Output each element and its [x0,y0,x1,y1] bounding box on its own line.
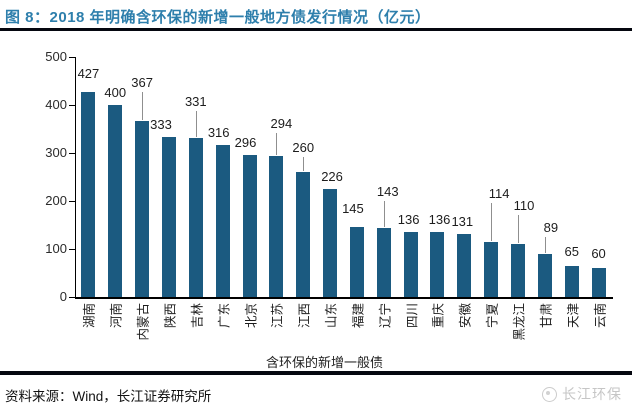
bar [537,254,552,297]
y-axis-tick [69,153,75,154]
bar [215,145,230,297]
x-axis-label: 云南 [593,303,608,329]
bar-value-label: 143 [376,184,399,200]
y-axis-tick [69,201,75,202]
x-axis-label: 北京 [244,303,259,329]
y-axis-tick-label: 100 [45,241,67,256]
x-axis-label: 山东 [324,303,339,329]
bar [161,137,176,297]
leader-line [303,157,305,172]
bar-value-label: 89 [543,220,559,236]
chart-legend: 含环保的新增一般债 [0,352,632,371]
leader-line [383,201,385,228]
bar-value-label: 110 [513,198,535,214]
bar [564,265,579,297]
watermark: 长江环保 [542,384,622,404]
bar-value-label: 136 [428,211,451,227]
bar [349,227,364,297]
bar-value-label: 296 [234,134,257,150]
title-divider [0,28,632,31]
x-axis-label: 陕西 [163,303,178,329]
legend-swatch [249,356,260,367]
leader-line [491,203,493,242]
bar-value-label: 114 [488,186,510,202]
x-axis-label: 甘肃 [539,303,554,329]
bar [484,242,499,297]
leader-line [518,215,520,244]
bar-value-label: 145 [342,201,364,217]
x-axis-label: 河南 [109,303,124,329]
bar-value-label: 400 [104,85,127,100]
bar [376,228,391,297]
y-axis-tick [69,105,75,106]
x-axis-label: 广东 [217,303,232,329]
bar [135,120,150,297]
x-axis-label: 辽宁 [378,303,393,329]
bar-value-label: 294 [270,115,293,131]
bar-chart: 含环保的新增一般债 0 100 200 300 400 500 427 湖南 400 河南 367 内… [0,30,632,375]
bar-value-label: 331 [184,94,207,110]
x-axis-label: 宁夏 [485,303,500,329]
bar-value-label: 226 [321,168,343,184]
x-axis-label: 湖南 [82,303,97,329]
x-axis-label: 黑龙江 [512,303,527,341]
source-note: 资料来源：Wind，长江证券研究所 [5,389,212,404]
leader-line [142,91,144,120]
y-axis-tick-label: 200 [45,193,67,208]
bar [430,231,445,297]
y-axis-tick-label: 300 [45,145,67,160]
bar [108,105,123,297]
footer-divider [0,371,632,375]
legend-label: 含环保的新增一般债 [265,355,383,370]
y-axis-tick [69,57,75,58]
bar-value-label: 333 [150,117,172,133]
bar-value-label: 316 [207,125,230,141]
bar-value-label: 367 [131,74,153,90]
x-axis-label: 天津 [566,303,581,329]
y-axis-line [75,57,76,297]
bar-value-label: 65 [564,243,579,259]
bar [457,234,472,297]
bar [403,231,418,297]
y-axis-tick [69,249,75,250]
bar-value-label: 60 [591,246,606,262]
bar [242,154,257,297]
figure-title: 图 8：2018 年明确含环保的新增一般地方债发行情况（亿元） [5,9,431,26]
bar [323,188,338,297]
leader-line [544,237,546,254]
y-axis-tick [69,297,75,298]
x-axis-label: 内蒙古 [136,303,151,341]
bar-value-label: 427 [77,66,100,82]
x-axis-label: 江西 [297,303,312,329]
x-axis-label: 重庆 [431,303,446,329]
y-axis-tick-label: 0 [59,289,67,304]
bar-value-label: 260 [292,140,315,156]
leader-line [276,132,278,155]
watermark-text: 长江环保 [562,386,622,402]
bar [269,155,284,297]
bar [296,172,311,297]
y-axis-tick-label: 500 [45,49,67,64]
x-axis-label: 四川 [405,303,420,329]
watermark-logo-icon [542,386,557,402]
leader-line [195,111,197,138]
x-axis-label: 安徽 [458,303,473,329]
x-axis-line [75,297,613,299]
x-axis-label: 江苏 [270,303,285,329]
bar [81,92,96,297]
y-axis-tick-label: 400 [45,97,67,112]
bar-value-label: 136 [397,211,420,227]
bar-value-label: 131 [451,214,474,230]
bar [511,244,526,297]
bar [591,268,606,297]
x-axis-label: 吉林 [190,303,205,329]
bar [188,138,203,297]
x-axis-label: 福建 [351,303,366,329]
